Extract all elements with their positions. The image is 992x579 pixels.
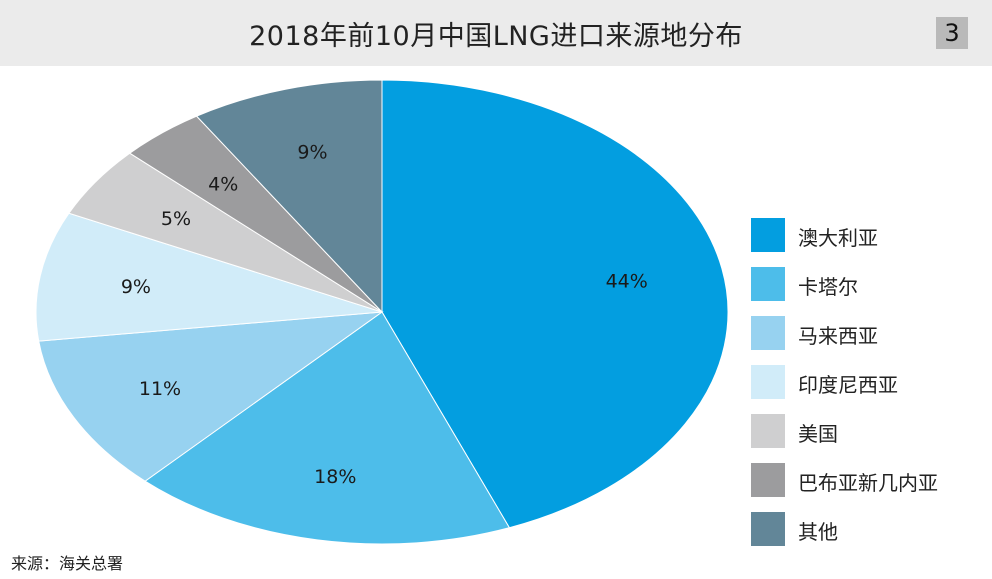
legend-swatch bbox=[751, 365, 785, 399]
legend-swatch bbox=[751, 218, 785, 252]
pie-slice-1 bbox=[381, 79, 729, 529]
legend-item: 印度尼西亚 bbox=[751, 365, 986, 399]
legend-item: 马来西亚 bbox=[751, 316, 986, 350]
legend-swatch bbox=[751, 316, 785, 350]
chart-title: 2018年前10月中国LNG进口来源地分布 bbox=[249, 21, 743, 52]
pie-slice-2 bbox=[144, 311, 511, 545]
legend-item: 巴布亚新几内亚 bbox=[751, 463, 986, 497]
legend-swatch bbox=[751, 414, 785, 448]
legend-item: 美国 bbox=[751, 414, 986, 448]
slice-label-4: 9% bbox=[121, 276, 151, 298]
legend-label: 其他 bbox=[798, 520, 838, 544]
pie-slice-7 bbox=[195, 79, 383, 314]
slice-label-6: 4% bbox=[208, 173, 238, 195]
figure-number-badge: 3 bbox=[936, 17, 968, 49]
title-band bbox=[0, 0, 992, 66]
slice-label-1: 44% bbox=[606, 271, 648, 293]
legend-swatch bbox=[751, 463, 785, 497]
legend-swatch bbox=[751, 512, 785, 546]
legend-item: 其他 bbox=[751, 512, 986, 546]
legend-label: 澳大利亚 bbox=[798, 226, 878, 250]
legend-item: 卡塔尔 bbox=[751, 267, 986, 301]
pie-slice-3 bbox=[38, 311, 384, 482]
legend-label: 卡塔尔 bbox=[798, 275, 858, 299]
slice-label-3: 11% bbox=[139, 378, 181, 400]
legend-label: 马来西亚 bbox=[798, 324, 878, 348]
slice-label-7: 9% bbox=[297, 142, 327, 164]
legend-label: 美国 bbox=[798, 422, 838, 446]
pie-slice-4 bbox=[35, 212, 383, 342]
legend-swatch bbox=[751, 267, 785, 301]
legend-item: 澳大利亚 bbox=[751, 218, 986, 252]
slice-label-5: 5% bbox=[161, 208, 191, 230]
legend-label: 印度尼西亚 bbox=[798, 373, 898, 397]
slice-label-2: 18% bbox=[314, 466, 356, 488]
source-note: 来源：海关总署 bbox=[11, 554, 124, 573]
pie-chart: 44% 18% 11% 9% 5% 4% 9% bbox=[35, 79, 729, 545]
legend-label: 巴布亚新几内亚 bbox=[798, 471, 938, 495]
